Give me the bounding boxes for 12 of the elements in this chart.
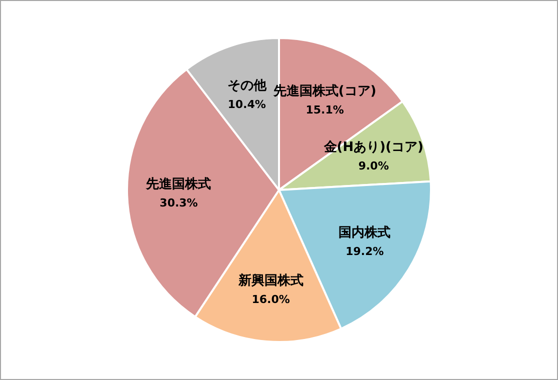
data-label: 15.1% xyxy=(306,104,344,117)
data-label: 9.0% xyxy=(358,159,389,172)
data-label: 19.2% xyxy=(346,245,384,258)
data-label: 10.4% xyxy=(228,98,266,111)
data-label: 16.0% xyxy=(252,292,290,306)
data-label: 30.3% xyxy=(160,196,198,210)
slice-label: 先進国株式 xyxy=(145,176,212,192)
slice-label: 新興国株式 xyxy=(237,272,304,288)
slice-label: その他 xyxy=(227,78,268,94)
slice-label: 先進国株式(コア) xyxy=(272,83,376,100)
slice-label: 国内株式 xyxy=(338,224,391,241)
slice-label: 金(Hあり)(コア) xyxy=(322,140,424,155)
